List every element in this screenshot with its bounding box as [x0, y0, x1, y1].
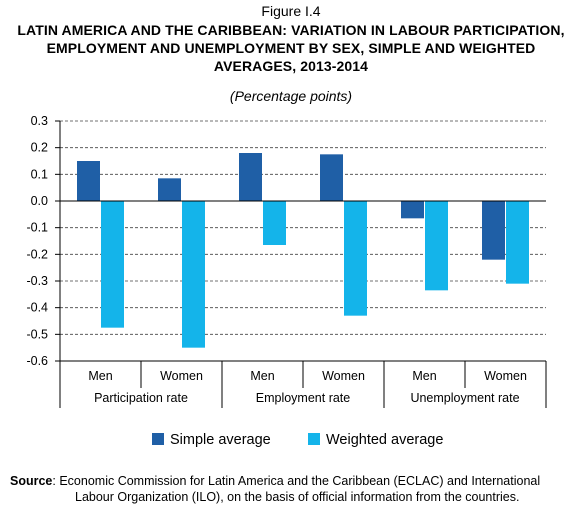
bar-weighted-3	[344, 201, 367, 316]
x-category-labels: Men Women Men Women Men Women Participation ra…	[88, 369, 527, 405]
x-tick-label: Women	[484, 369, 527, 383]
y-tick-label: 0.0	[31, 194, 48, 208]
x-group-label: Participation rate	[94, 391, 188, 405]
x-group-label: Employment rate	[256, 391, 351, 405]
bar-weighted-2	[263, 201, 286, 245]
bars	[77, 153, 529, 348]
source-note: Source: Economic Commission for Latin Am…	[10, 473, 576, 505]
bar-weighted-1	[182, 201, 205, 348]
x-tick-label: Women	[160, 369, 203, 383]
figure-label: Figure I.4	[261, 3, 321, 19]
bar-simple-4	[401, 201, 424, 219]
source-label: Source	[10, 474, 53, 488]
legend-swatch	[308, 433, 320, 445]
bar-simple-3	[320, 154, 343, 201]
axes	[55, 120, 547, 408]
y-tick-labels: 0.3 0.2 0.1 0.0 -0.1 -0.2 -0.3 -0.4 -0.5 -0.6	[26, 114, 48, 368]
y-tick-label: 0.3	[31, 114, 48, 128]
bar-simple-5	[482, 201, 505, 260]
legend-swatch	[152, 433, 164, 445]
legend: Simple average Weighted average	[152, 432, 443, 448]
x-tick-label: Men	[250, 369, 274, 383]
y-tick-label: -0.5	[26, 327, 48, 341]
y-tick-label: -0.2	[26, 247, 48, 261]
source-line-2: Labour Organization (ILO), on the basis …	[75, 490, 520, 504]
legend-label: Weighted average	[326, 432, 443, 448]
bar-simple-1	[158, 178, 181, 201]
legend-label: Simple average	[170, 432, 271, 448]
x-tick-label: Women	[322, 369, 365, 383]
gridlines	[60, 120, 546, 362]
bar-weighted-5	[506, 201, 529, 284]
bar-weighted-4	[425, 201, 448, 291]
y-tick-label: -0.3	[26, 274, 48, 288]
y-tick-label: 0.2	[31, 141, 48, 155]
chart-subtitle: (Percentage points)	[229, 88, 353, 104]
y-tick-label: -0.6	[26, 354, 48, 368]
x-tick-label: Men	[412, 369, 436, 383]
x-tick-label: Men	[88, 369, 112, 383]
x-group-label: Unemployment rate	[410, 391, 519, 405]
bar-simple-2	[239, 153, 262, 201]
bar-simple-0	[77, 161, 100, 201]
bar-weighted-0	[101, 201, 124, 328]
y-tick-label: -0.1	[26, 221, 48, 235]
y-tick-label: -0.4	[26, 301, 48, 315]
source-line-1: : Economic Commission for Latin America …	[52, 474, 541, 488]
bar-chart: 0.3 0.2 0.1 0.0 -0.1 -0.2 -0.3 -0.4 -0.5 -0.6 Men…	[26, 114, 547, 448]
chart-title: LATIN AMERICA AND THE CARIBBEAN: VARIATI…	[17, 22, 565, 74]
y-tick-label: 0.1	[31, 167, 48, 181]
